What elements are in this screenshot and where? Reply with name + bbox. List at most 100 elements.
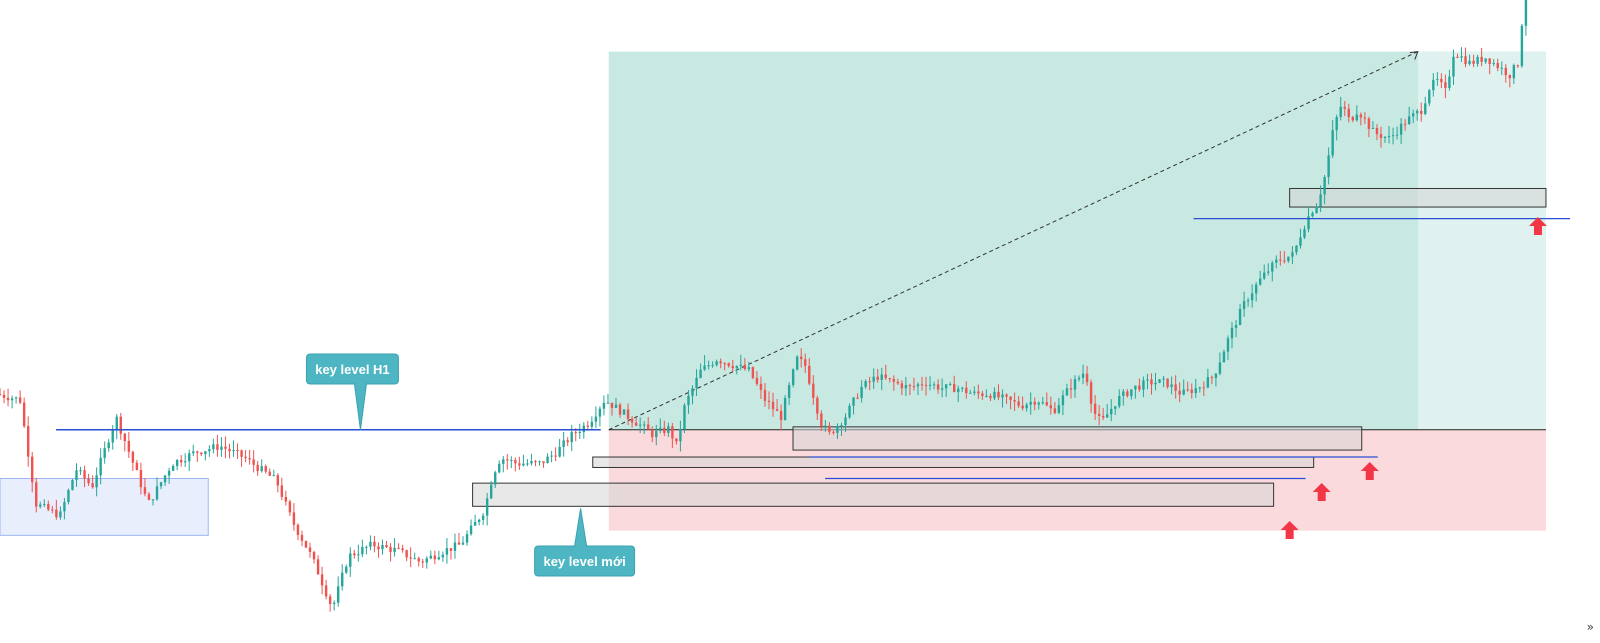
candle-bull[interactable] <box>357 554 360 556</box>
candle-bear[interactable] <box>506 459 509 461</box>
candle-bull[interactable] <box>1452 56 1455 77</box>
candle-bear[interactable] <box>1480 56 1483 62</box>
candle-bull[interactable] <box>1307 216 1310 230</box>
candle-bear[interactable] <box>1508 75 1512 79</box>
candle-bear[interactable] <box>908 385 912 387</box>
candle-bull[interactable] <box>502 459 505 464</box>
candle-bull[interactable] <box>969 392 972 394</box>
candle-bull[interactable] <box>1073 379 1077 390</box>
candle-bull[interactable] <box>1226 338 1230 352</box>
candle-bull[interactable] <box>880 374 883 380</box>
candle-bull[interactable] <box>1287 256 1290 262</box>
candle-bull[interactable] <box>63 502 66 512</box>
candle-bull[interactable] <box>1130 389 1133 396</box>
candle-bull[interactable] <box>336 586 340 603</box>
candle-bull[interactable] <box>1154 382 1157 385</box>
candle-bull[interactable] <box>973 391 976 393</box>
candle-bull[interactable] <box>425 558 428 563</box>
candle-bear[interactable] <box>618 404 622 415</box>
candle-bear[interactable] <box>1013 400 1016 402</box>
candle-bull[interactable] <box>614 404 618 408</box>
candle-bull[interactable] <box>582 425 585 433</box>
candle-bull[interactable] <box>477 519 481 523</box>
candle-bull[interactable] <box>699 369 702 378</box>
candle-bear[interactable] <box>292 512 296 525</box>
candle-bull[interactable] <box>437 557 441 560</box>
candle-bear[interactable] <box>1190 389 1193 394</box>
candle-bull[interactable] <box>498 463 501 473</box>
candle-bull[interactable] <box>413 558 416 560</box>
candle-bull[interactable] <box>1416 110 1419 114</box>
scroll-right-icon[interactable]: » <box>1586 620 1594 634</box>
candle-bull[interactable] <box>787 385 791 399</box>
candle-bear[interactable] <box>1375 128 1379 135</box>
candle-bear[interactable] <box>123 433 127 442</box>
candle-bear[interactable] <box>1178 390 1181 395</box>
candle-bull[interactable] <box>683 405 686 430</box>
candle-bull[interactable] <box>1339 106 1342 118</box>
candle-bull[interactable] <box>928 384 932 386</box>
candle-bear[interactable] <box>268 471 271 476</box>
candle-bull[interactable] <box>558 446 561 457</box>
candle-bear[interactable] <box>240 450 243 457</box>
candle-bull[interactable] <box>1025 404 1028 409</box>
candle-bear[interactable] <box>421 561 424 563</box>
candle-bear[interactable] <box>35 482 38 507</box>
candle-bear[interactable] <box>1456 56 1459 58</box>
candle-bear[interactable] <box>630 418 634 423</box>
candle-bear[interactable] <box>26 426 30 457</box>
candle-bull[interactable] <box>864 381 867 387</box>
candle-bear[interactable] <box>312 551 316 560</box>
candle-bull[interactable] <box>1242 301 1246 309</box>
candle-bear[interactable] <box>1097 413 1101 416</box>
candle-bear[interactable] <box>759 383 763 390</box>
candle-bear[interactable] <box>1379 134 1383 139</box>
candle-bull[interactable] <box>944 384 948 389</box>
candle-bear[interactable] <box>727 363 730 366</box>
candle-bull[interactable] <box>1254 284 1258 294</box>
candle-bear[interactable] <box>288 501 292 513</box>
candle-bull[interactable] <box>1234 324 1238 328</box>
candle-bull[interactable] <box>1323 177 1326 195</box>
candle-bear[interactable] <box>31 456 34 483</box>
candle-bear[interactable] <box>1045 402 1049 406</box>
candle-bull[interactable] <box>655 430 658 438</box>
candle-bull[interactable] <box>75 470 78 481</box>
candle-bear[interactable] <box>1089 382 1093 404</box>
candle-bear[interactable] <box>284 496 288 502</box>
candle-bull[interactable] <box>1222 351 1226 363</box>
candle-bear[interactable] <box>224 446 227 449</box>
candle-bull[interactable] <box>1065 388 1069 396</box>
candle-bear[interactable] <box>1367 118 1371 129</box>
candle-bear[interactable] <box>820 413 823 427</box>
candle-bull[interactable] <box>522 463 525 466</box>
candle-bull[interactable] <box>985 395 988 397</box>
candle-bull[interactable] <box>679 429 682 442</box>
candle-bull[interactable] <box>691 388 694 396</box>
candle-bull[interactable] <box>791 369 795 386</box>
candle-bull[interactable] <box>739 364 743 367</box>
candle-bull[interactable] <box>163 475 167 483</box>
candle-bull[interactable] <box>361 547 364 555</box>
candle-bull[interactable] <box>747 367 751 370</box>
candle-bear[interactable] <box>953 384 956 393</box>
demand-box[interactable] <box>792 426 1363 451</box>
candle-bull[interactable] <box>111 429 114 443</box>
candle-bull[interactable] <box>494 472 497 485</box>
candle-bear[interactable] <box>1174 384 1177 391</box>
candle-bear[interactable] <box>767 400 771 402</box>
candle-bear[interactable] <box>1069 388 1073 390</box>
candle-bull[interactable] <box>365 546 368 548</box>
candle-bull[interactable] <box>1037 402 1040 405</box>
candle-bull[interactable] <box>562 440 565 447</box>
candle-bull[interactable] <box>1520 25 1524 66</box>
candle-bull[interactable] <box>1001 394 1004 398</box>
candle-bull[interactable] <box>369 541 372 547</box>
candle-bear[interactable] <box>131 451 135 463</box>
candle-bear[interactable] <box>1017 401 1020 406</box>
candle-bull[interactable] <box>67 490 70 503</box>
candle-bull[interactable] <box>453 542 457 551</box>
candle-bull[interactable] <box>1319 194 1322 207</box>
candle-bull[interactable] <box>184 461 187 463</box>
demand-box[interactable] <box>592 456 1315 468</box>
